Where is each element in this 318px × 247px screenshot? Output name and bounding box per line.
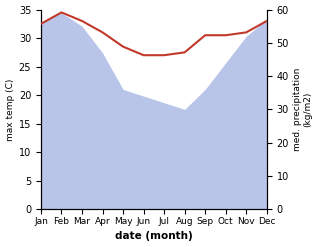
Y-axis label: med. precipitation
(kg/m2): med. precipitation (kg/m2) (293, 68, 313, 151)
Y-axis label: max temp (C): max temp (C) (5, 78, 15, 141)
X-axis label: date (month): date (month) (115, 231, 193, 242)
